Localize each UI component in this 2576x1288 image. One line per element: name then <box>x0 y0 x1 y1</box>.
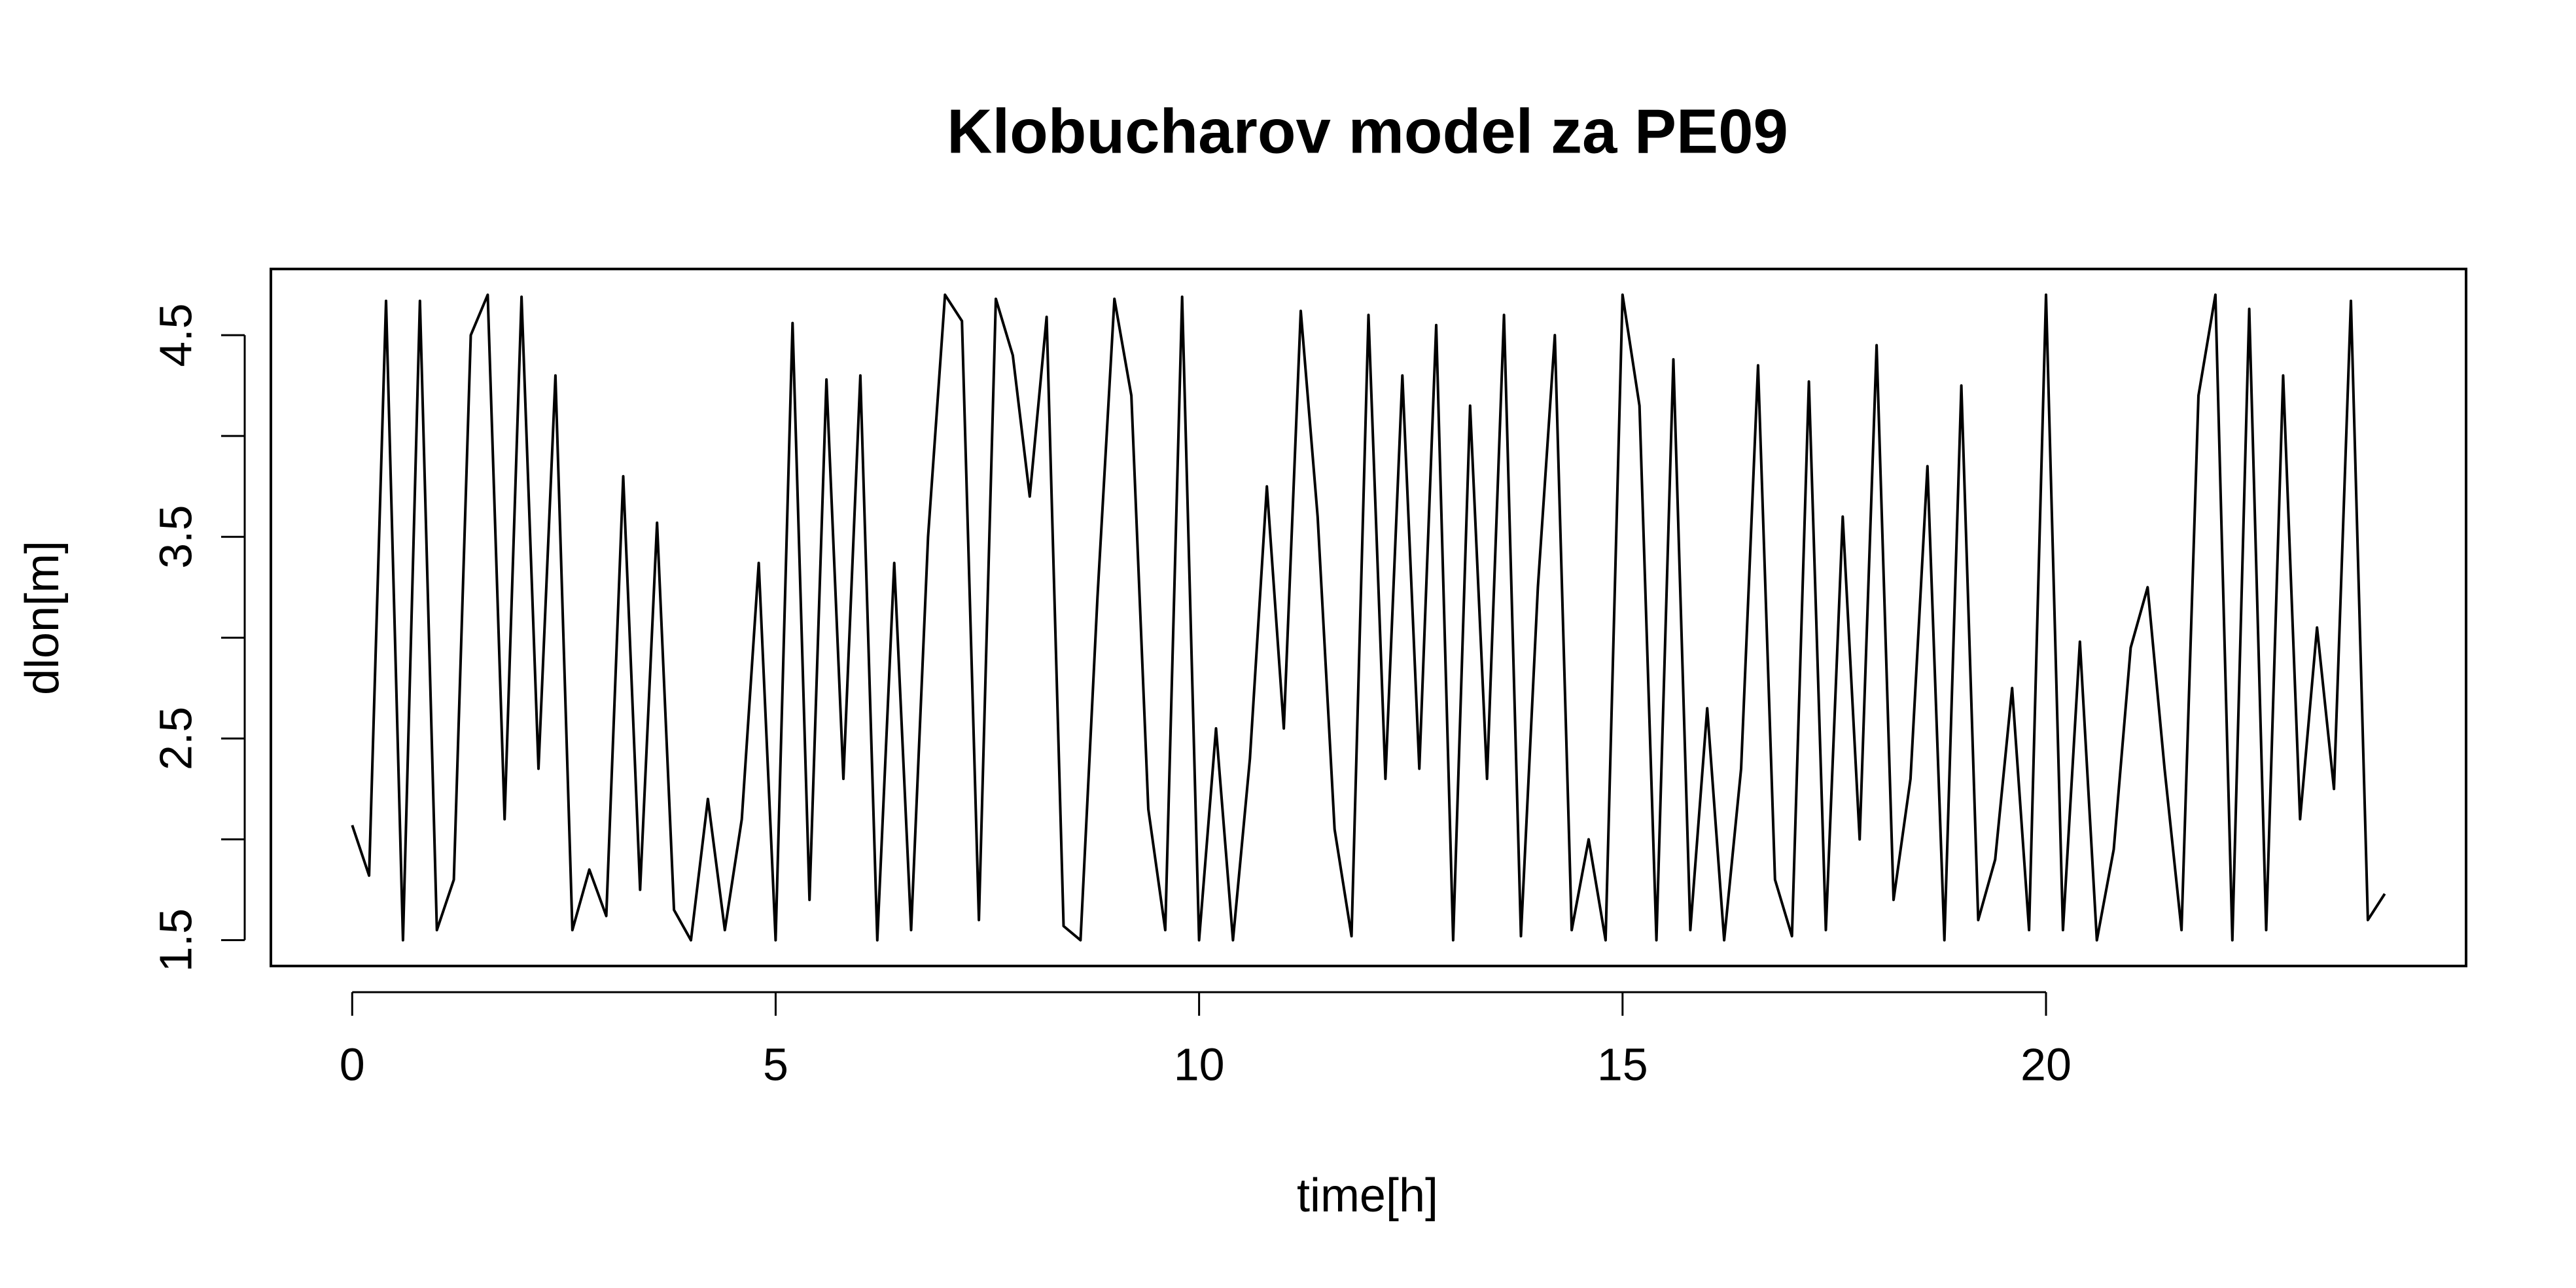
x-axis-label: time[h] <box>1297 1170 1438 1222</box>
y-tick-label: 2.5 <box>150 707 201 770</box>
x-tick-label: 15 <box>1597 1039 1648 1090</box>
chart-title: Klobucharov model za PE09 <box>947 96 1788 166</box>
data-line <box>351 293 2386 942</box>
y-tick-label: 3.5 <box>150 505 201 569</box>
x-tick-label: 10 <box>1174 1039 1225 1090</box>
y-tick-label: 1.5 <box>150 908 201 972</box>
x-tick-label: 0 <box>340 1039 365 1090</box>
y-axis-label: dlon[m] <box>16 541 69 695</box>
x-tick-label: 20 <box>2020 1039 2072 1090</box>
plot-box <box>270 268 2467 967</box>
y-tick-label: 4.5 <box>150 303 201 367</box>
x-tick-label: 5 <box>763 1039 788 1090</box>
